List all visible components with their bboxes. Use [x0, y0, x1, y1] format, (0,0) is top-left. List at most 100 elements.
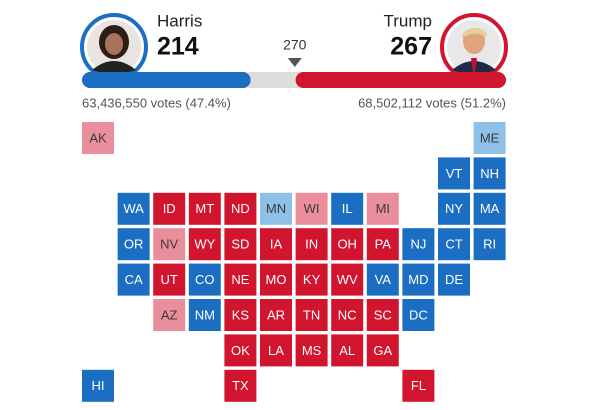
state-tile: [188, 299, 221, 331]
candidate-name: Trump: [384, 11, 433, 30]
state-label: GA: [373, 343, 392, 358]
state-label: SC: [374, 307, 392, 322]
state-label: AZ: [161, 307, 178, 322]
dem-segment: [82, 72, 251, 88]
popular-vote: 63,436,550 votes (47.4%): [82, 95, 231, 110]
state-label: WA: [123, 201, 144, 216]
state-tile: [117, 192, 150, 225]
state-tile: [117, 263, 150, 296]
state-tile: [260, 228, 292, 261]
threshold-marker: [287, 58, 302, 67]
state-label: OR: [124, 237, 144, 252]
state-tile: [295, 228, 328, 261]
state-label: AK: [89, 130, 107, 145]
state-label: WY: [194, 237, 215, 252]
state-tile: [153, 228, 186, 261]
state-label: TX: [232, 378, 249, 393]
state-tile: [473, 192, 506, 225]
state-tile: [366, 334, 399, 367]
state-tile: [82, 122, 114, 154]
state-label: DE: [445, 272, 463, 287]
state-tile: [402, 299, 435, 331]
state-label: TN: [303, 307, 320, 322]
state-tile: [295, 263, 328, 296]
state-tile: [153, 192, 186, 225]
state-tile: [473, 157, 506, 190]
state-tile: [260, 263, 292, 296]
state-tile: [295, 334, 328, 367]
state-label: UT: [161, 272, 178, 287]
state-tile: [438, 263, 470, 296]
popular-vote: 68,502,112 votes (51.2%): [358, 95, 506, 110]
state-label: KY: [303, 272, 321, 287]
trump-portrait: [440, 13, 508, 81]
state-tile: [331, 299, 364, 331]
state-label: CT: [445, 237, 462, 252]
harris-portrait: [80, 13, 148, 81]
state-label: NM: [195, 307, 215, 322]
state-label: VT: [446, 166, 463, 181]
state-tile: [188, 263, 221, 296]
state-tile: [438, 192, 470, 225]
state-tile: [153, 263, 186, 296]
state-label: NJ: [410, 237, 426, 252]
state-tile: [295, 192, 328, 225]
state-label: OH: [337, 237, 357, 252]
threshold-label: 270: [283, 37, 307, 53]
state-tile: [260, 192, 292, 225]
rep-segment: [295, 72, 506, 88]
state-tile: [224, 192, 257, 225]
state-tile: [224, 369, 257, 402]
state-label: MN: [266, 201, 286, 216]
state-label: MT: [195, 201, 214, 216]
state-label: CO: [195, 272, 215, 287]
state-tile: [153, 299, 186, 331]
state-label: MA: [480, 201, 500, 216]
state-label: MD: [408, 272, 428, 287]
state-label: NV: [160, 237, 178, 252]
state-tile: [188, 192, 221, 225]
state-tile: [366, 299, 399, 331]
electoral-votes: 214: [157, 33, 199, 61]
state-tile: [224, 228, 257, 261]
electoral-bar: 270: [82, 37, 506, 88]
state-label: WV: [337, 272, 358, 287]
state-tile: [402, 228, 435, 261]
state-label: MO: [266, 272, 287, 287]
state-tile: [331, 263, 364, 296]
state-tile: [438, 228, 470, 261]
state-label: AL: [339, 343, 355, 358]
state-label: MI: [376, 201, 390, 216]
state-tile: [260, 299, 292, 331]
state-label: FL: [411, 378, 426, 393]
state-label: ND: [231, 201, 250, 216]
tile-map: AK ME VT NH WA ID MT ND MN WI IL MI NY MA OR NV WY SD IA IN…: [82, 122, 506, 402]
state-tile: [188, 228, 221, 261]
state-label: HI: [92, 378, 105, 393]
state-label: MS: [302, 343, 322, 358]
state-label: RI: [483, 237, 496, 252]
state-label: KS: [232, 307, 250, 322]
state-label: CA: [125, 272, 143, 287]
state-tile: [295, 299, 328, 331]
state-tile: [117, 228, 150, 261]
state-tile: [402, 263, 435, 296]
candidate-name: Harris: [157, 11, 202, 30]
state-label: ID: [163, 201, 176, 216]
state-tile: [366, 228, 399, 261]
state-tile: [224, 299, 257, 331]
state-tile: [366, 192, 399, 225]
state-label: WI: [304, 201, 320, 216]
state-label: LA: [268, 343, 284, 358]
state-tile: [224, 263, 257, 296]
electoral-votes: 267: [390, 33, 432, 61]
state-tile: [402, 369, 435, 402]
state-tile: [473, 228, 506, 261]
state-tile: [473, 122, 506, 154]
state-label: NC: [338, 307, 357, 322]
state-tile: [260, 334, 292, 367]
state-label: NY: [445, 201, 463, 216]
state-label: ME: [480, 130, 500, 145]
